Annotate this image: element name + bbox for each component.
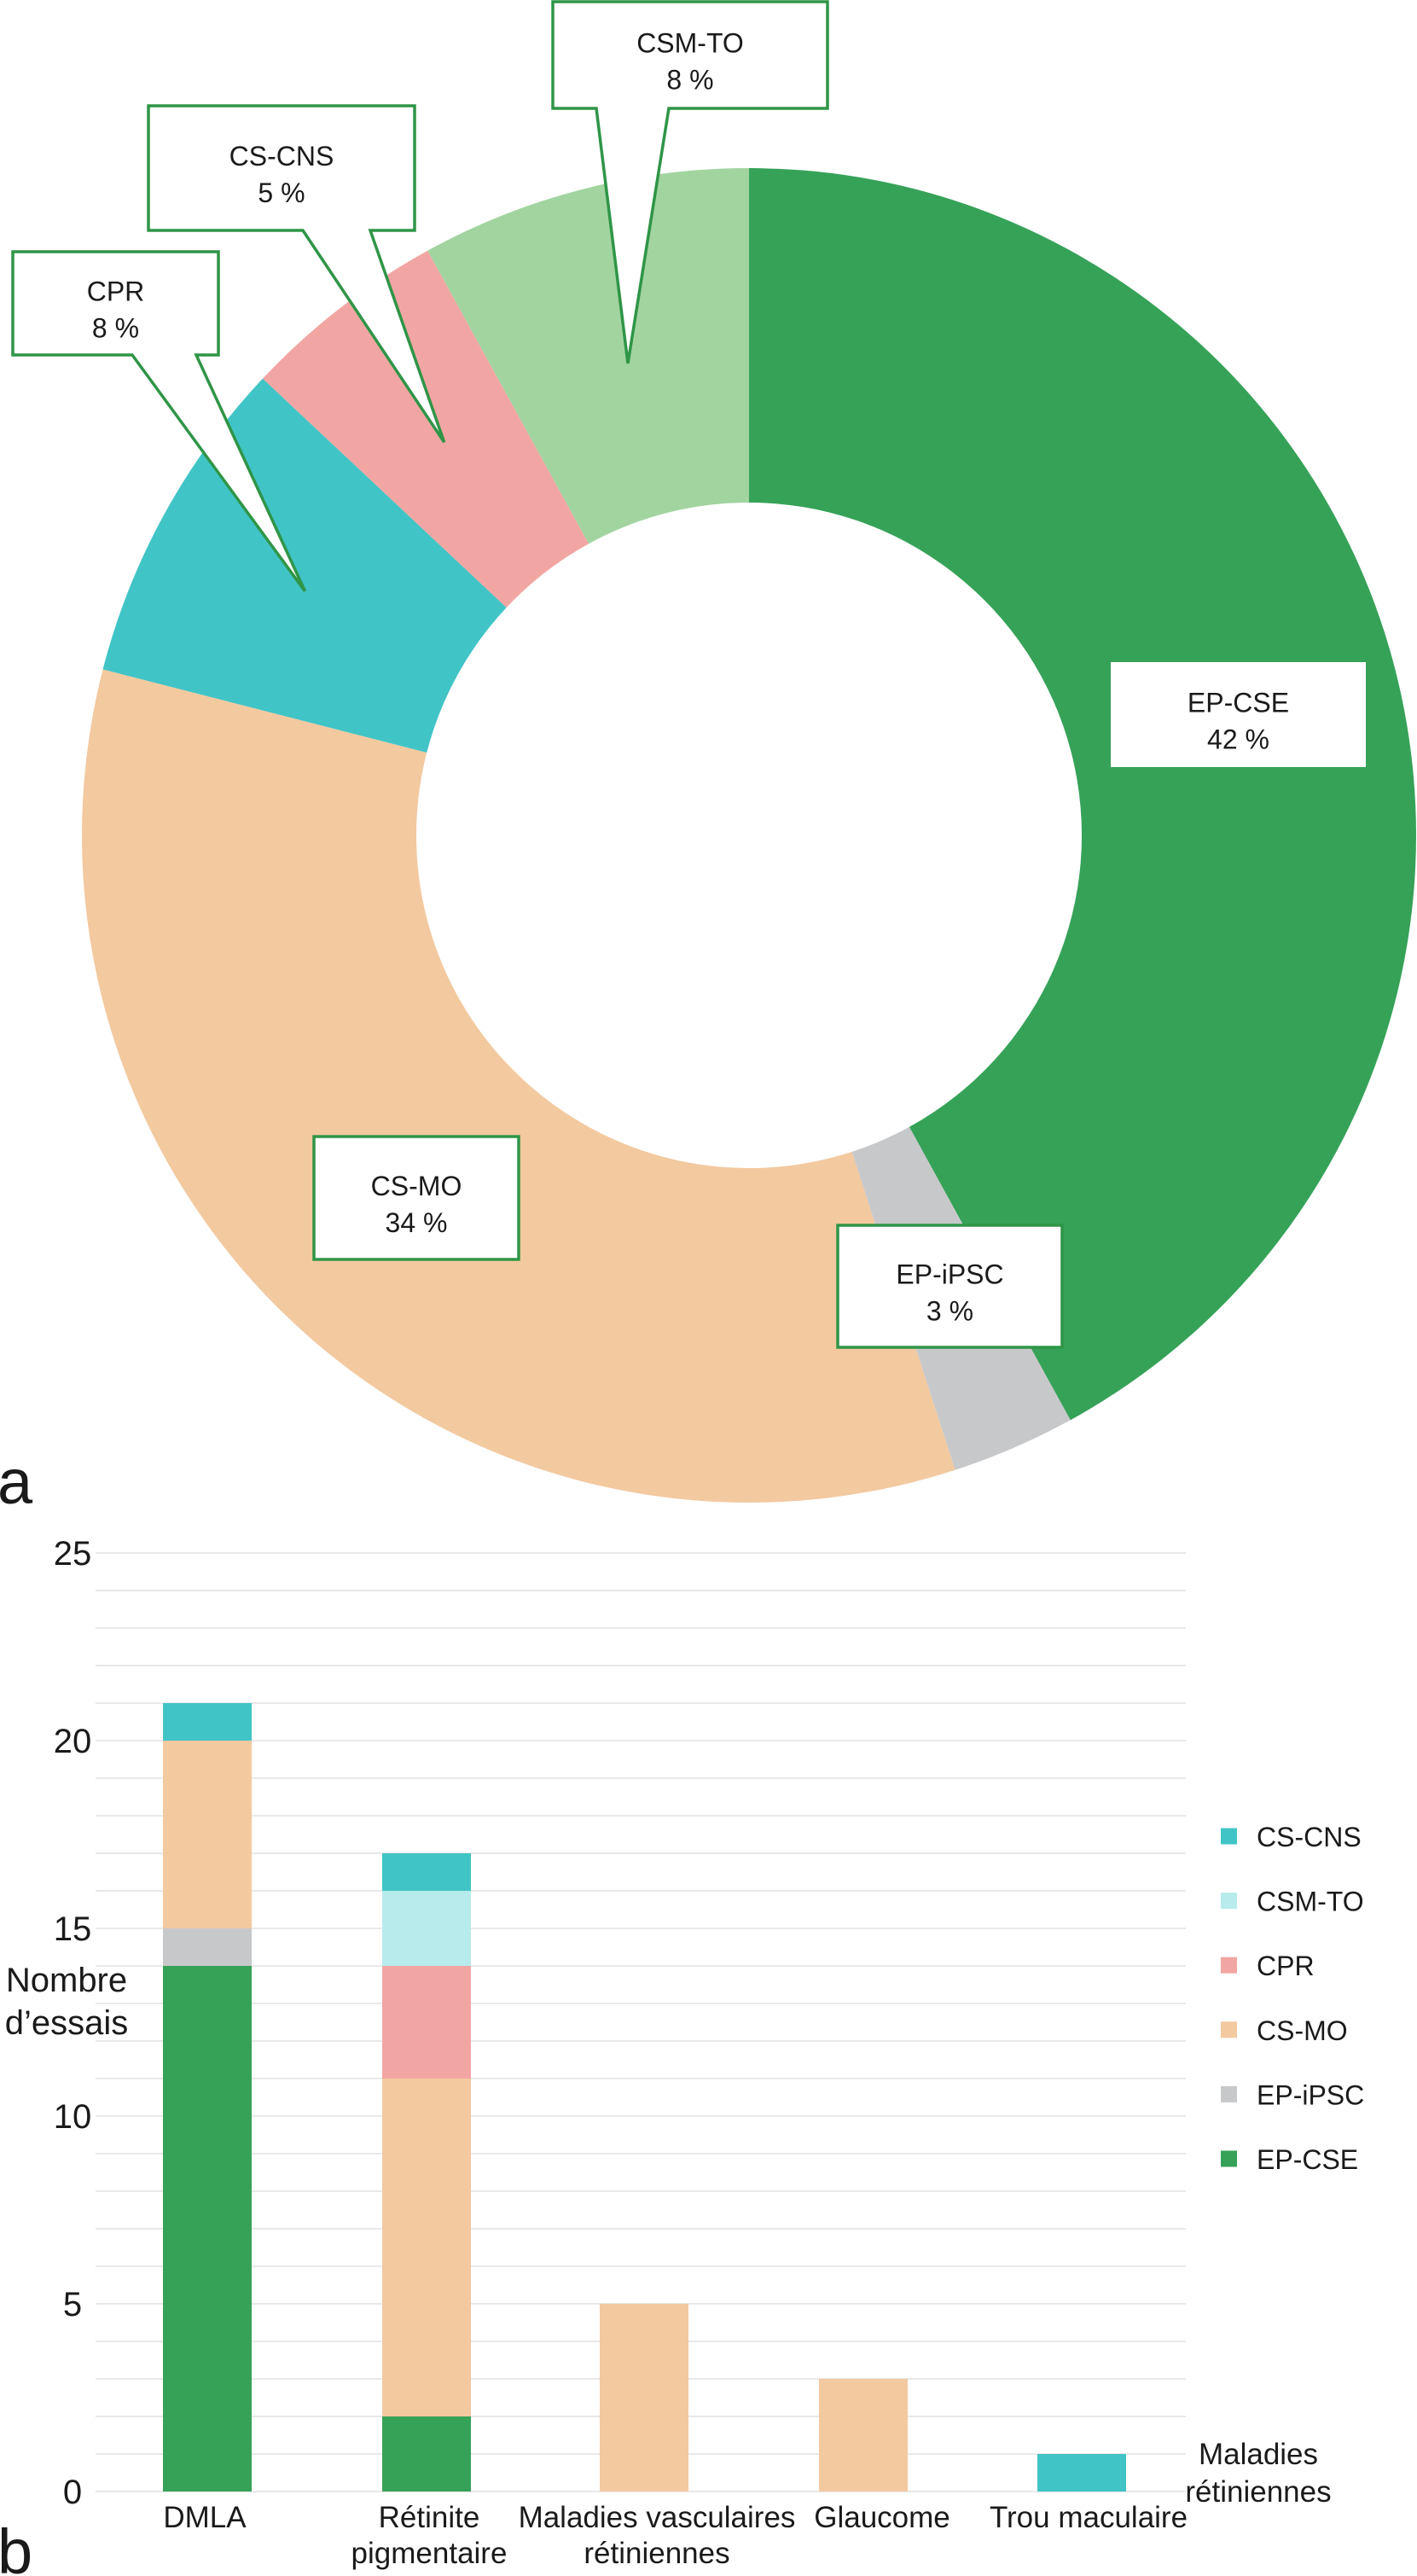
bar-segment-cpr <box>382 1966 471 2079</box>
bar-segment-cs-mo <box>382 2079 471 2416</box>
legend-swatch <box>1221 2085 1237 2102</box>
callout-box <box>1111 662 1366 767</box>
x-axis-title-line2: rétiniennes <box>1185 2475 1331 2509</box>
donut-segment-csm-to <box>427 168 749 544</box>
bar-2 <box>382 1853 471 2492</box>
callout-label: CS-MO <box>371 1171 462 1201</box>
category-label: Glaucome <box>814 2501 950 2534</box>
callout-ep-ipsc: EP-iPSC 3 % <box>836 1224 1064 1349</box>
donut-segments <box>81 168 1416 1503</box>
category-label: Rétinite <box>379 2501 480 2534</box>
callout-label: EP-iPSC <box>896 1259 1003 1290</box>
bar-segment-cs-mo <box>600 2304 688 2492</box>
bar-segment-csm-to <box>382 1891 471 1966</box>
donut-callouts: EP-CSE 42 % EP-iPSC 3 % CS-MO 34 % CPR 8 % CS-CN… <box>11 0 1366 1349</box>
bar-3 <box>600 2304 688 2492</box>
donut-segment-cs-cns <box>262 250 589 608</box>
callout-value: 3 % <box>926 1296 973 1327</box>
callout-ep-cse: EP-CSE 42 % <box>1111 662 1366 767</box>
y-axis-title-line1: Nombre <box>6 1962 127 1999</box>
bar-segment-cs-cns <box>382 1853 471 1891</box>
callout-bubble <box>147 104 446 444</box>
callout-bubble <box>11 250 307 592</box>
callout-value: 34 % <box>386 1207 448 1238</box>
legend-item-ep-ipsc: EP-iPSC <box>1221 2079 1364 2110</box>
legend-swatch <box>1221 2150 1237 2167</box>
bar-5 <box>1037 2454 1126 2492</box>
legend-swatch <box>1221 1893 1237 1910</box>
callout-bubble <box>551 0 829 364</box>
callout-label: CSM-TO <box>636 28 744 59</box>
callout-cpr: CPR 8 % <box>11 250 307 592</box>
bar-legend: CS-CNS CSM-TO CPR CS-MO EP-iPSC EP-CSE <box>1221 1822 1364 2175</box>
donut-chart: EP-CSE 42 % EP-iPSC 3 % CS-MO 34 % CPR 8 % CS-CN… <box>11 0 1416 1503</box>
callout-label: CS-CNS <box>229 141 334 172</box>
donut-segment-cs-mo <box>81 669 955 1503</box>
callout-box <box>836 1224 1064 1349</box>
legend-label: EP-iPSC <box>1257 2079 1364 2110</box>
bar-segment-cs-cns <box>1037 2454 1126 2492</box>
x-axis-title-line1: Maladies <box>1199 2438 1318 2471</box>
bar-segment-cs-cns <box>163 1703 252 1741</box>
bar-segment-ep-cse <box>163 1966 252 2492</box>
panel-a-label: a <box>0 1446 33 1517</box>
y-tick-label: 0 <box>63 2474 82 2511</box>
legend-item-cs-mo: CS-MO <box>1221 2015 1348 2046</box>
bar-4 <box>819 2379 908 2492</box>
y-tick-label: 5 <box>63 2286 82 2323</box>
callout-label: CPR <box>87 276 145 307</box>
callout-value: 5 % <box>258 177 305 208</box>
legend-item-ep-cse: EP-CSE <box>1221 2144 1358 2175</box>
legend-item-csm-to: CSM-TO <box>1221 1887 1364 1917</box>
category-label: DMLA <box>163 2501 247 2534</box>
callout-cs-mo: CS-MO 34 % <box>312 1135 520 1261</box>
y-tick-label: 20 <box>54 1723 92 1760</box>
legend-label: CS-CNS <box>1257 1822 1362 1852</box>
callout-cs-cns: CS-CNS 5 % <box>147 104 446 444</box>
panel-b-label: b <box>0 2516 32 2576</box>
legend-swatch <box>1221 1828 1237 1845</box>
legend-swatch <box>1221 2021 1237 2038</box>
callout-value: 42 % <box>1207 724 1269 755</box>
bar-segment-ep-ipsc <box>163 1928 252 1966</box>
callout-csm-to: CSM-TO 8 % <box>551 0 829 364</box>
legend-label: CS-MO <box>1257 2015 1348 2046</box>
y-axis-title-line2: d’essais <box>5 2004 129 2042</box>
callout-value: 8 % <box>666 65 713 96</box>
legend-item-cs-cns: CS-CNS <box>1221 1822 1362 1852</box>
legend-item-cpr: CPR <box>1221 1951 1315 1981</box>
legend-swatch <box>1221 1957 1237 1974</box>
bar-segment-cs-mo <box>163 1741 252 1928</box>
bar-stacks <box>163 1703 1126 2492</box>
bar-segment-ep-cse <box>382 2416 471 2492</box>
y-tick-label: 10 <box>54 2098 92 2136</box>
callout-label: EP-CSE <box>1188 688 1289 718</box>
callout-box <box>312 1135 520 1261</box>
legend-label: CSM-TO <box>1257 1887 1364 1917</box>
y-tick-label: 15 <box>54 1910 92 1948</box>
category-label: Maladies vasculaires <box>519 2501 796 2534</box>
legend-label: EP-CSE <box>1257 2144 1358 2175</box>
callout-value: 8 % <box>92 313 139 344</box>
bar-1 <box>163 1703 252 2492</box>
bar-yticks: 0 5 10 15 20 25 <box>54 1535 92 2511</box>
donut-segment-cpr <box>102 378 507 753</box>
bar-segment-cs-mo <box>819 2379 908 2492</box>
y-tick-label: 25 <box>54 1535 92 1573</box>
category-label: Trou maculaire <box>990 2501 1188 2534</box>
category-label: rétiniennes <box>584 2537 729 2570</box>
category-label: pigmentaire <box>351 2537 508 2570</box>
donut-segment-ep-cse <box>749 168 1416 1421</box>
legend-label: CPR <box>1257 1951 1315 1981</box>
